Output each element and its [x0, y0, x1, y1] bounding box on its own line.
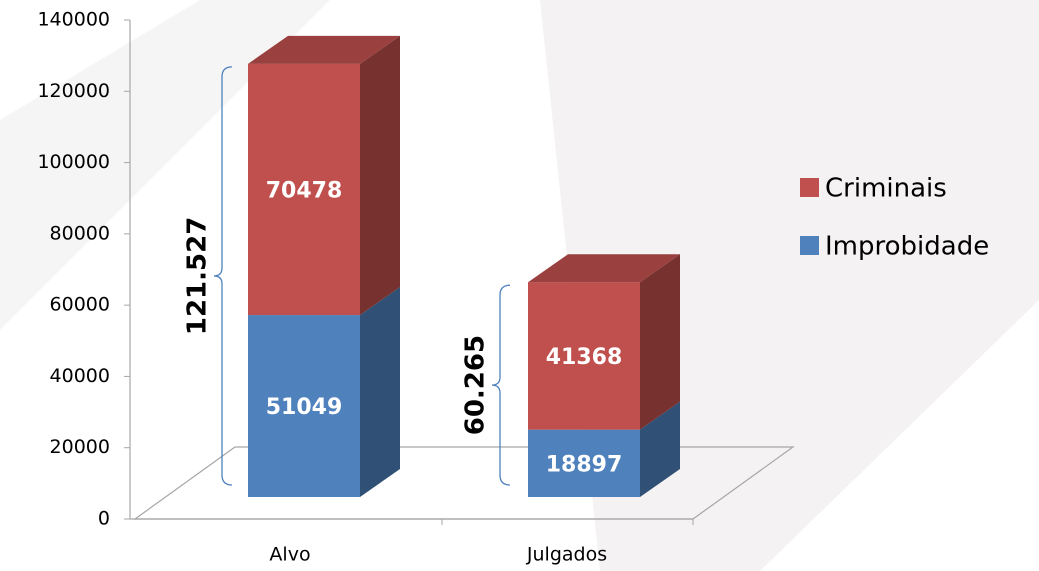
x-tick-label: Julgados [526, 544, 607, 566]
legend-label: Criminais [825, 174, 947, 204]
legend-label: Improbidade [825, 232, 989, 262]
bar-side [360, 35, 400, 316]
bar-side [640, 254, 680, 430]
y-tick-label: 20000 [50, 436, 110, 458]
data-label: 51049 [266, 395, 343, 420]
annotation: 121.527 [183, 217, 213, 335]
y-tick-label: 140000 [37, 9, 110, 31]
y-tick-label: 120000 [37, 80, 110, 102]
y-tick-label: 60000 [50, 294, 110, 316]
y-tick-label: 100000 [37, 151, 110, 173]
bar-top [248, 35, 400, 64]
bar [528, 429, 640, 497]
y-tick-label: 40000 [50, 365, 110, 387]
data-label: 70478 [266, 178, 343, 203]
bar [248, 315, 360, 497]
legend-swatch [800, 178, 819, 197]
bar [248, 63, 360, 316]
y-tick-label: 80000 [50, 222, 110, 244]
x-tick-label: Alvo [269, 544, 310, 566]
legend-swatch [800, 236, 819, 255]
bar-top [528, 254, 680, 283]
bar-side [640, 401, 680, 497]
y-tick-label: 0 [98, 508, 110, 530]
annotation: 60.265 [461, 335, 491, 435]
brace [213, 66, 233, 486]
bar [528, 282, 640, 430]
brace [491, 284, 511, 486]
background-shape [0, 0, 330, 330]
bar-side [360, 287, 400, 497]
data-label: 18897 [546, 452, 623, 477]
data-label: 41368 [546, 345, 623, 370]
